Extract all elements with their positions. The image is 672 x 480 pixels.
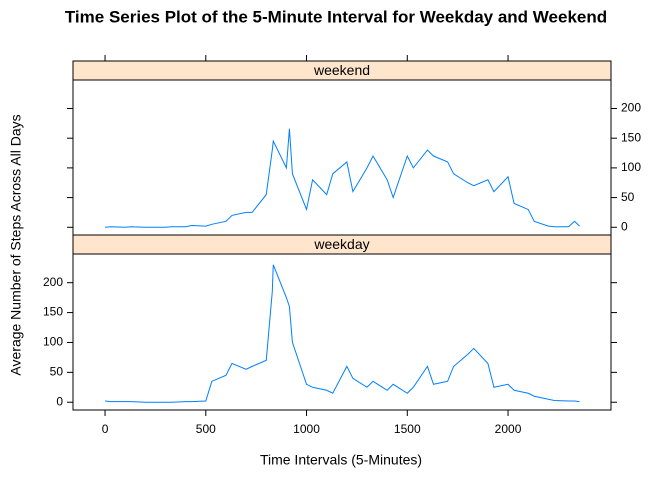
x-tick-label: 0 [102,422,109,436]
y-tick-label: 150 [43,305,63,319]
panel-frame [72,253,612,411]
y-tick-label: 200 [621,101,641,115]
x-tick-label: 1500 [394,422,421,436]
y-tick-label: 50 [621,190,635,204]
x-tick-label: 1000 [293,422,320,436]
y-axis-label: Average Number of Steps Across All Days [8,114,24,375]
panel-frame [72,79,612,236]
y-tick-label: 100 [621,160,641,174]
chart-title: Time Series Plot of the 5-Minute Interva… [65,7,607,26]
y-tick-label: 0 [621,219,628,233]
y-tick-label: 200 [43,275,63,289]
x-tick-label: 2000 [495,422,522,436]
series-line [104,128,580,228]
x-axis-label: Time Intervals (5-Minutes) [260,452,422,468]
strip-label: weekday [313,236,369,252]
series-line [104,264,580,403]
x-tick-label: 500 [196,422,216,436]
y-tick-label: 100 [43,335,63,349]
y-tick-label: 50 [50,365,64,379]
y-tick-label: 150 [621,130,641,144]
strip-label: weekend [313,62,370,78]
y-tick-label: 0 [56,394,63,408]
